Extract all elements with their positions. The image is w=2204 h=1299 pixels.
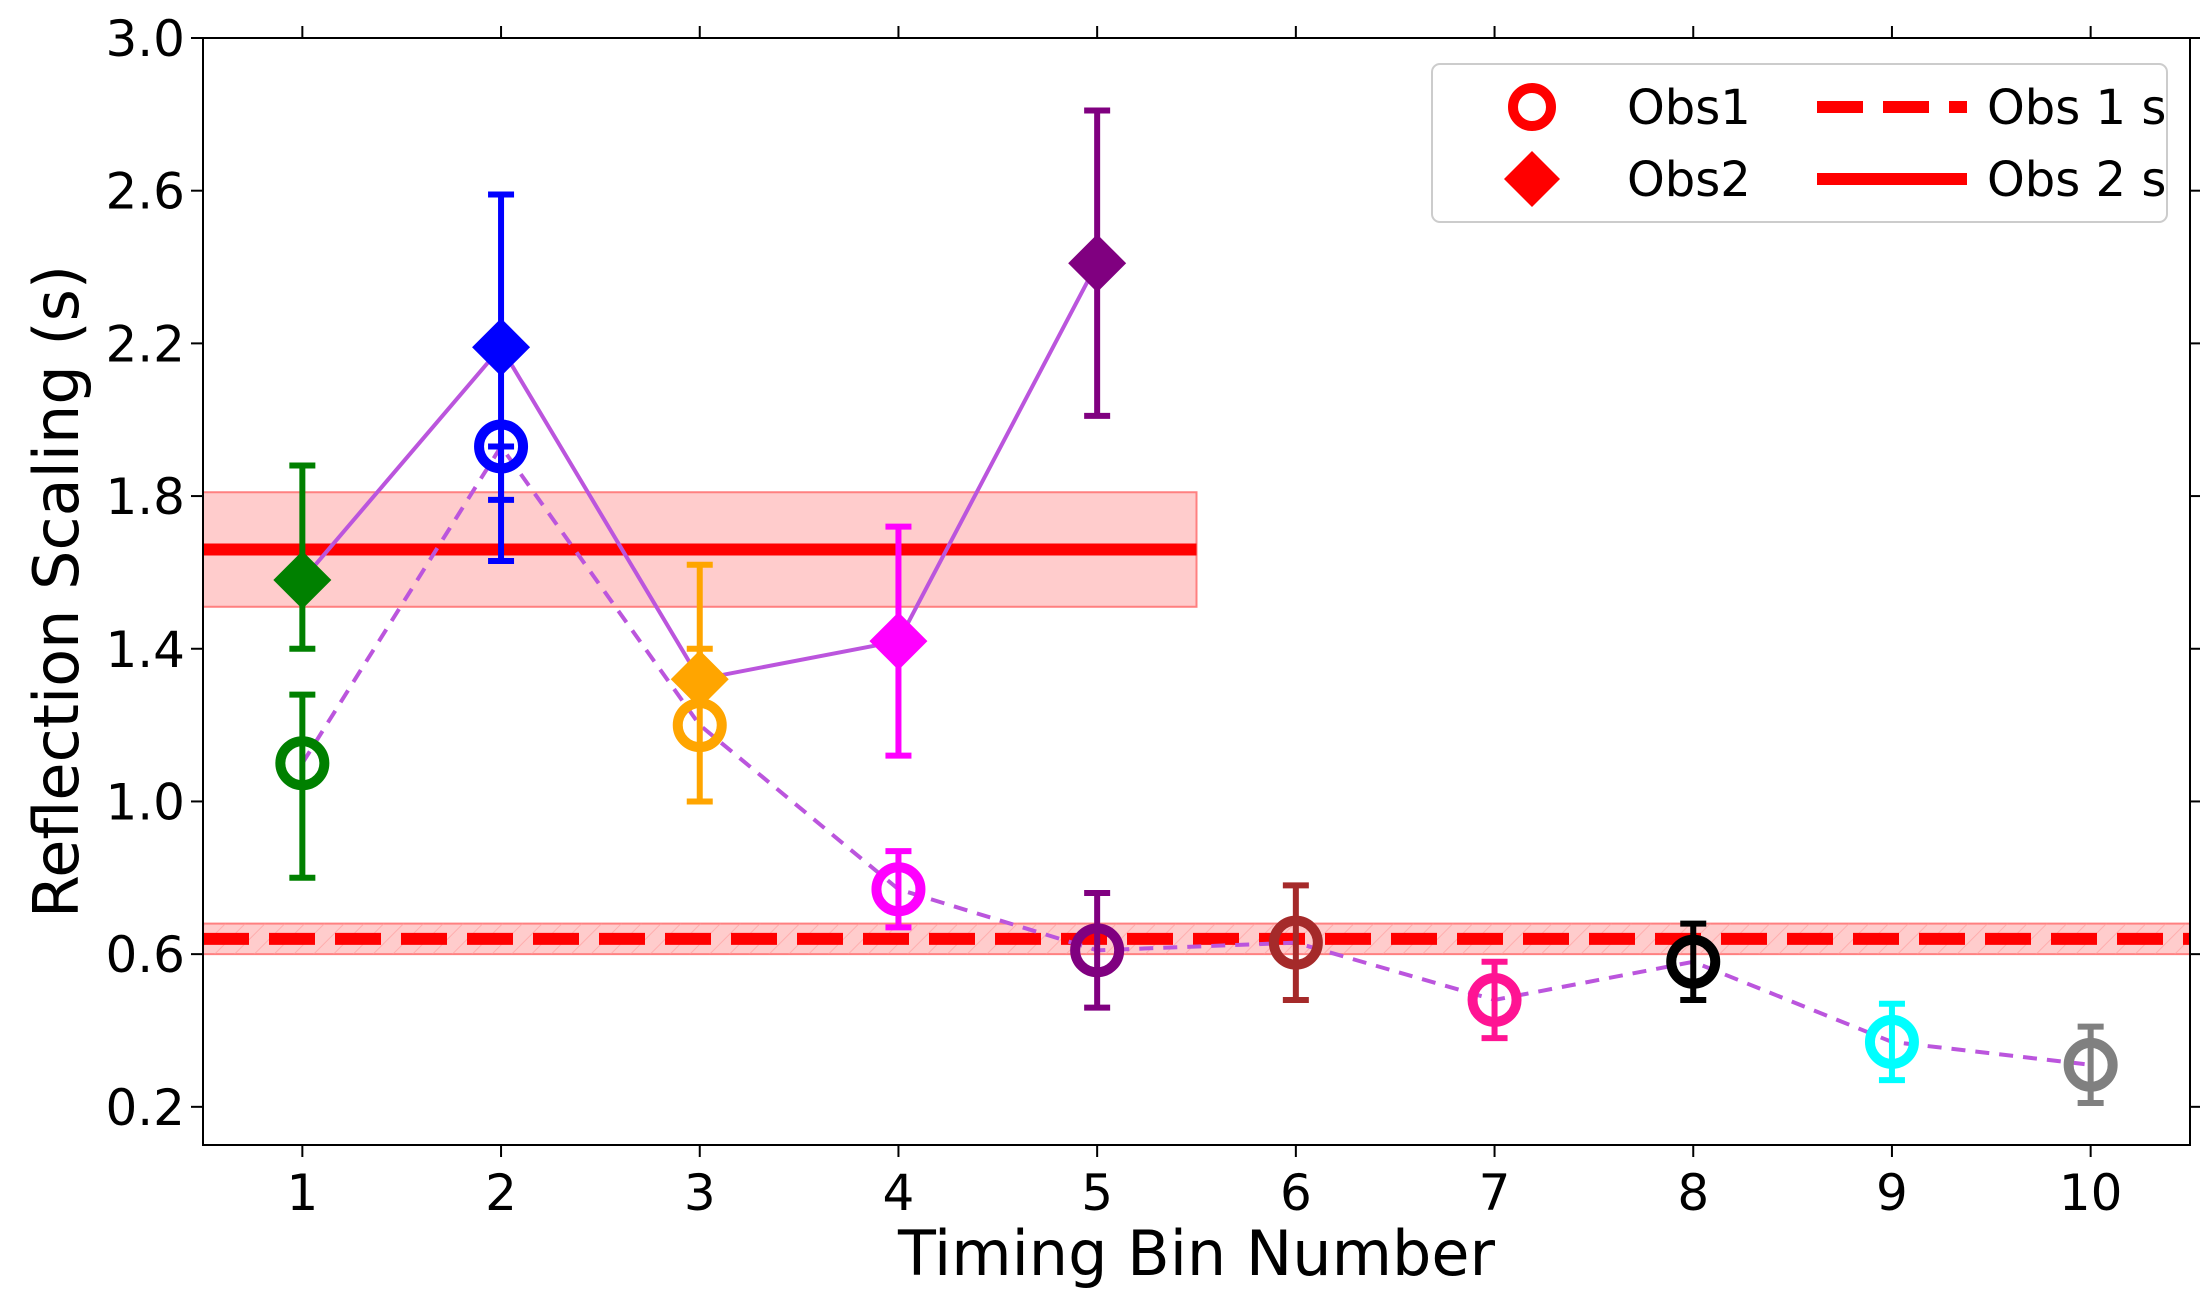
x-tick-label: 8 — [1677, 1164, 1709, 1222]
legend: Obs1 Obs 1 s Obs2 Obs 2 s — [1431, 63, 2168, 223]
obs2-point — [869, 612, 928, 671]
reference-lines — [203, 543, 2190, 945]
y-axis-label: Reflection Scaling (s) — [20, 265, 93, 918]
obs1-point — [2063, 1037, 2118, 1092]
x-tick-label: 10 — [2059, 1164, 2123, 1222]
obs1-point — [275, 736, 330, 791]
obs2-point — [273, 551, 332, 610]
obs1-point — [1864, 1014, 1919, 1069]
y-tick-label: 1.4 — [105, 621, 185, 679]
x-tick-label: 6 — [1280, 1164, 1312, 1222]
x-tick-label: 2 — [485, 1164, 517, 1222]
data-markers — [273, 234, 2118, 1092]
legend-label: Obs1 — [1627, 80, 1751, 136]
y-tick-label: 0.6 — [105, 926, 185, 984]
x-axis-ticks: 1 2 3 4 5 6 7 8 9 10 — [286, 26, 2122, 1222]
obs2-point — [472, 318, 531, 377]
y-tick-label: 2.6 — [105, 163, 185, 221]
obs1-point — [1467, 972, 1522, 1027]
connector-obs1 — [300, 442, 2091, 1067]
x-axis-label: Timing Bin Number — [897, 1217, 1496, 1290]
y-tick-label: 0.2 — [105, 1079, 185, 1137]
legend-label: Obs2 — [1627, 152, 1751, 208]
legend-obs2-icon — [1504, 151, 1560, 207]
obs1-point — [871, 862, 926, 917]
x-tick-label: 9 — [1876, 1164, 1908, 1222]
x-tick-label: 4 — [883, 1164, 915, 1222]
x-tick-label: 1 — [286, 1164, 318, 1222]
legend-label: Obs 1 s — [1987, 80, 2166, 136]
y-tick-label: 1.0 — [105, 773, 185, 831]
y-tick-label: 2.2 — [105, 315, 185, 373]
legend-box — [1431, 63, 2168, 223]
x-tick-label: 3 — [684, 1164, 716, 1222]
obs1-point — [1666, 934, 1721, 989]
y-axis-ticks: 0.2 0.6 1.0 1.4 1.8 2.2 2.6 3.0 — [105, 10, 2200, 1137]
x-tick-label: 7 — [1479, 1164, 1511, 1222]
obs2-point — [670, 650, 729, 709]
obs1-point — [474, 419, 529, 474]
legend-label: Obs 2 s — [1987, 152, 2166, 208]
plot-frame — [202, 37, 2191, 1146]
obs2-point — [1068, 234, 1127, 293]
x-tick-label: 5 — [1081, 1164, 1113, 1222]
y-tick-label: 3.0 — [105, 10, 185, 68]
obs1-point — [1070, 923, 1125, 978]
obs1-point — [1268, 915, 1323, 970]
y-tick-label: 1.8 — [105, 468, 185, 526]
legend-obs1-icon — [1508, 83, 1556, 131]
